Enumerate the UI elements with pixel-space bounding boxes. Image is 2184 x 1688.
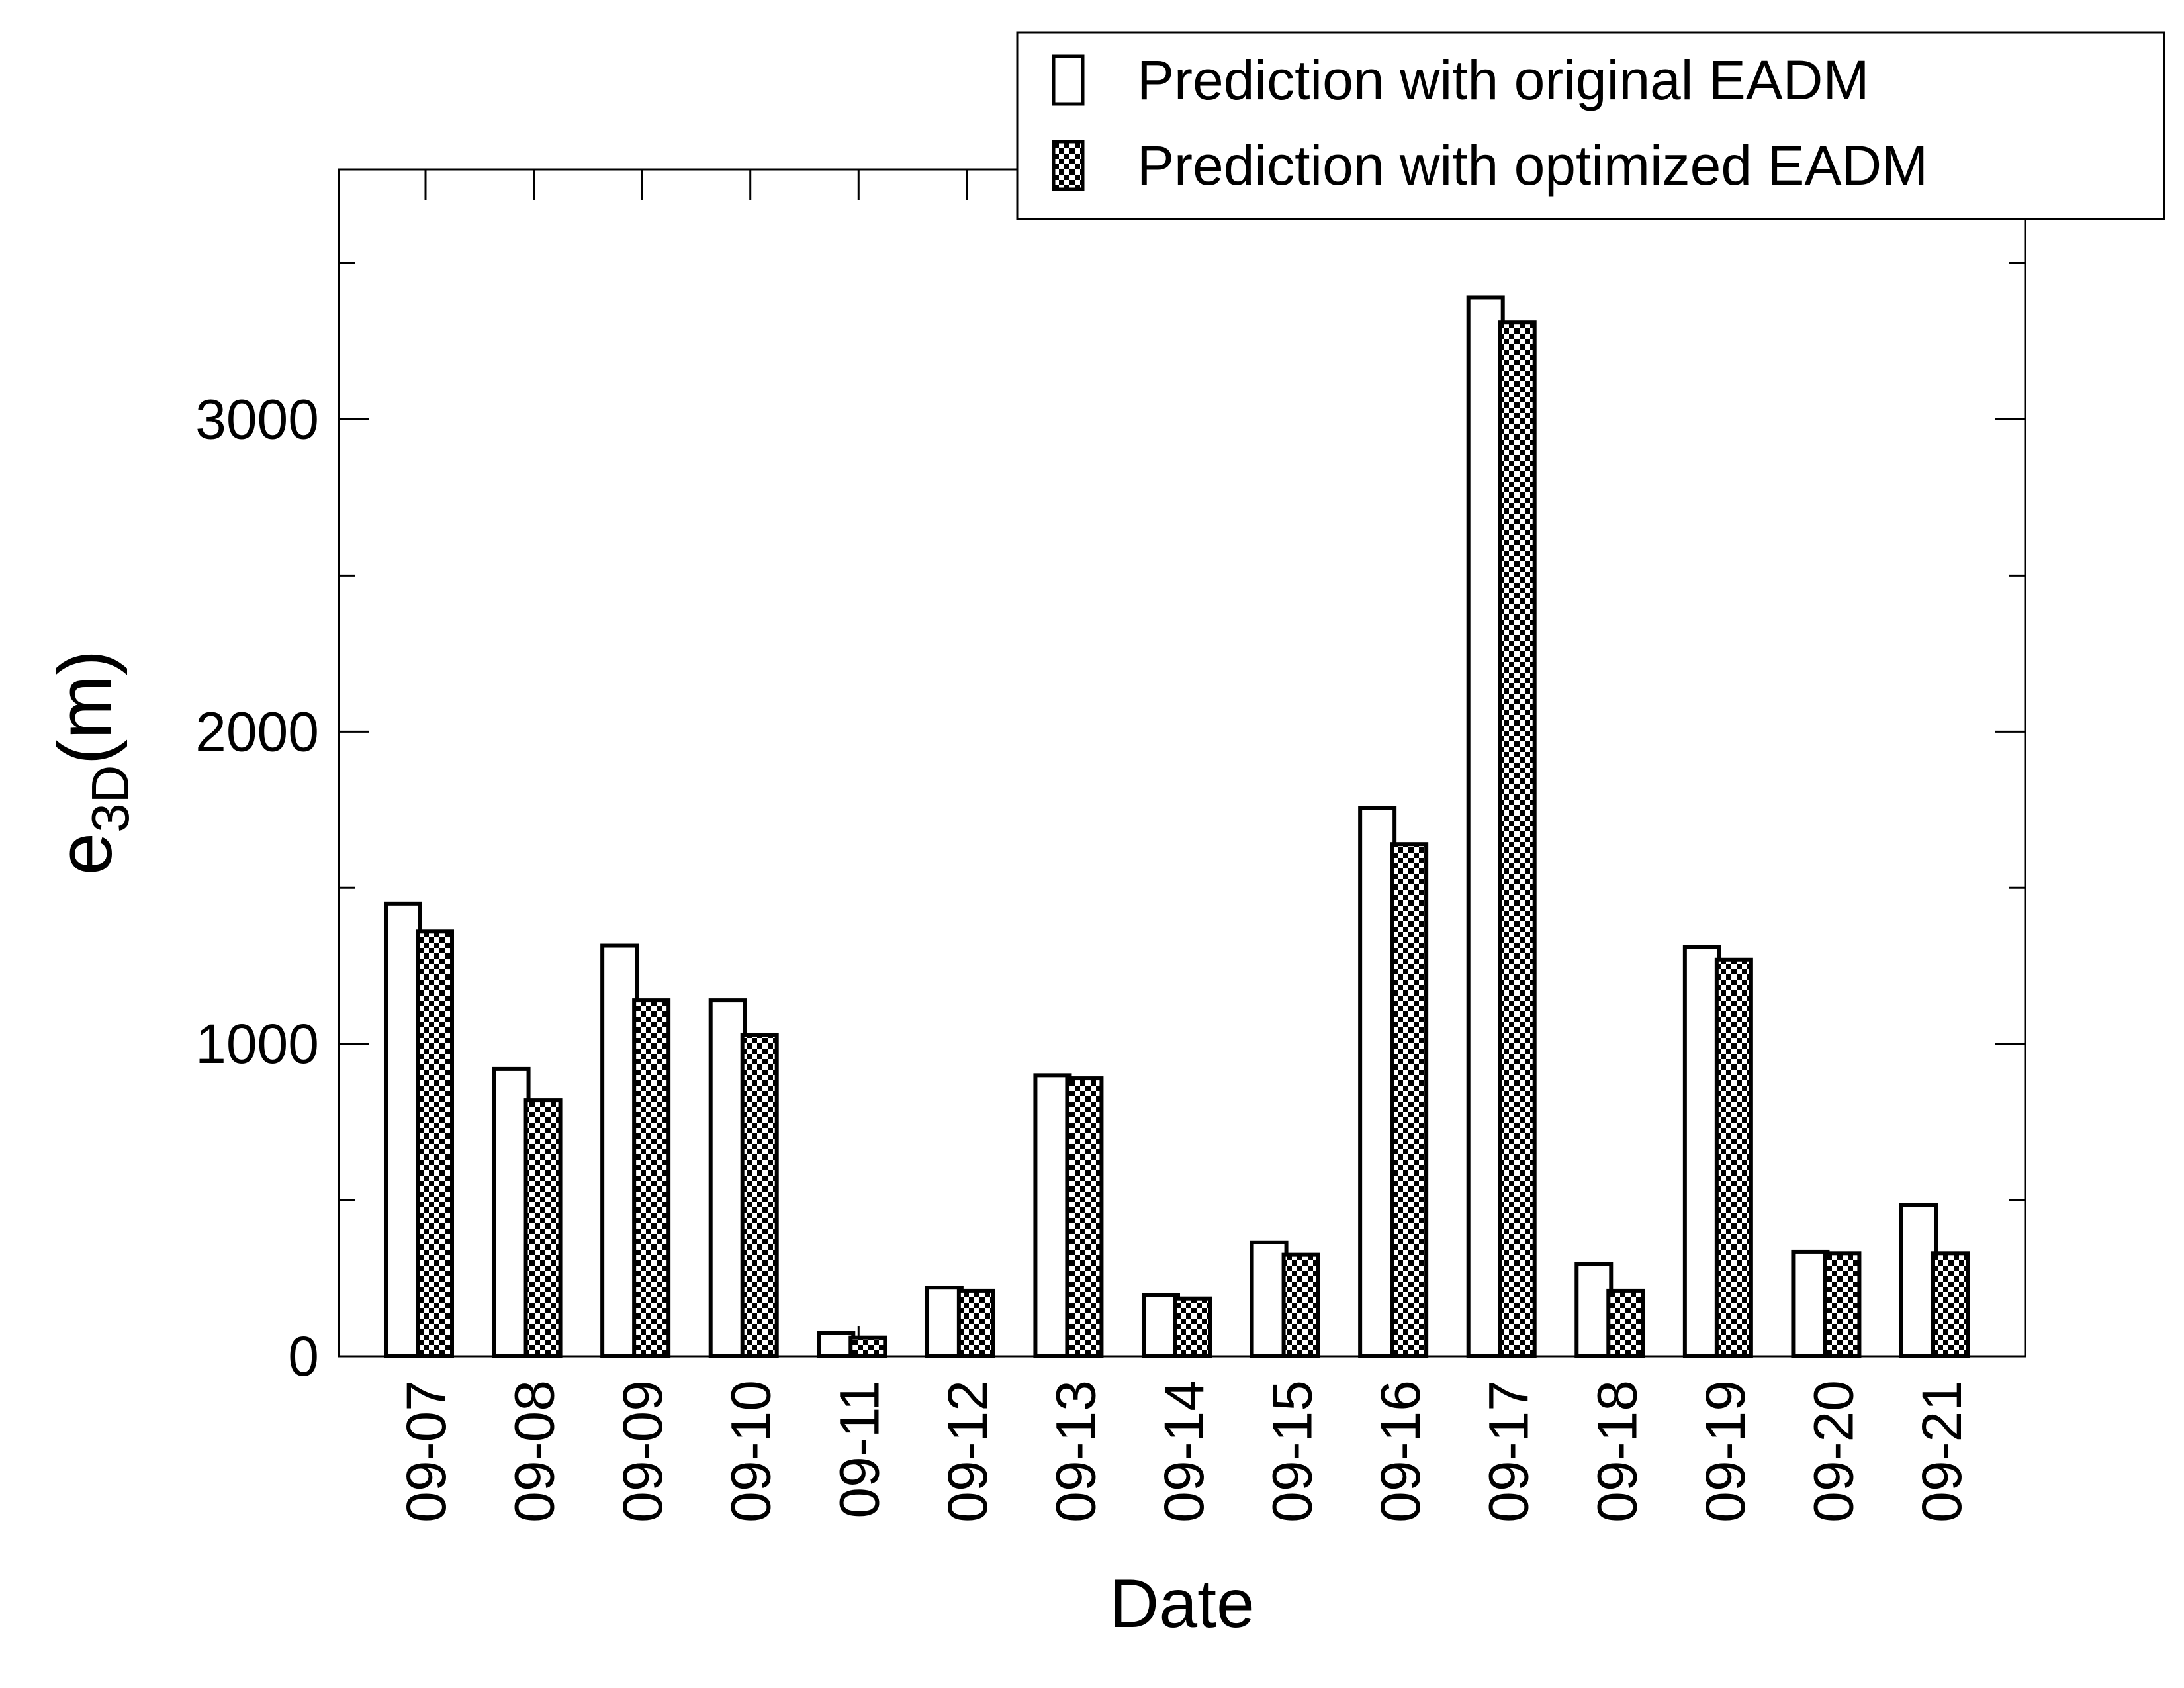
- y-tick-label: 3000: [195, 388, 319, 450]
- x-tick-label: 09-07: [395, 1380, 457, 1523]
- bar-original: [1033, 1073, 1072, 1359]
- bar-optimized: [1606, 1288, 1645, 1359]
- legend-box: [1016, 31, 2165, 220]
- x-tick-label: 09-20: [1802, 1380, 1864, 1523]
- plot-frame: [338, 168, 2026, 1358]
- x-tick-label: 09-18: [1586, 1380, 1648, 1523]
- legend: Prediction with original EADM Prediction…: [1016, 31, 2165, 220]
- bar-original: [1142, 1293, 1180, 1359]
- bar-original: [1682, 945, 1721, 1358]
- legend-swatch-original: [1052, 54, 1085, 106]
- y-axis-label-main: e: [42, 833, 128, 876]
- bar-original: [1574, 1262, 1614, 1358]
- bar-optimized: [523, 1098, 563, 1358]
- x-tick-label: 09-10: [720, 1380, 782, 1523]
- bar-original: [1250, 1240, 1289, 1358]
- x-tick-label: 09-13: [1044, 1380, 1107, 1523]
- x-tick-label: 09-14: [1153, 1380, 1215, 1523]
- bar-optimized: [1931, 1251, 1970, 1359]
- legend-label-optimized: Prediction with optimized EADM: [1137, 134, 1928, 197]
- bar-original: [817, 1331, 856, 1358]
- bar-original: [1358, 806, 1397, 1358]
- x-tick-label: 09-21: [1911, 1380, 1973, 1523]
- bar-original: [600, 943, 639, 1358]
- legend-swatch-optimized: [1052, 140, 1085, 191]
- y-axis-ticks: 0 1000 2000 3000: [195, 262, 2025, 1387]
- bar-original: [492, 1066, 531, 1358]
- x-axis-label: Date: [1109, 1566, 1255, 1642]
- y-tick-label: 1000: [195, 1013, 319, 1075]
- x-tick-label: 09-11: [828, 1380, 890, 1519]
- bar-optimized: [1173, 1296, 1212, 1359]
- y-tick-label: 2000: [195, 700, 319, 763]
- y-axis-label-suffix: (m): [42, 650, 128, 765]
- bar-optimized: [1281, 1252, 1320, 1359]
- y-axis-label-subscript: 3D: [81, 765, 140, 833]
- x-tick-label: 09-15: [1261, 1380, 1324, 1523]
- bar-original: [1466, 295, 1505, 1358]
- x-tick-label: 09-16: [1369, 1380, 1432, 1523]
- y-axis-label: e3D(m): [42, 650, 140, 876]
- bar-optimized: [632, 998, 671, 1358]
- x-axis-ticks: 09-07 09-08 09-09 09-10 09-11 09-12 09-13 09-14…: [395, 169, 1973, 1523]
- y-tick-label: 0: [288, 1325, 319, 1387]
- x-tick-label: 09-19: [1694, 1380, 1756, 1523]
- x-tick-label: 09-12: [936, 1380, 999, 1523]
- x-tick-label: 09-17: [1478, 1380, 1540, 1523]
- bar-optimized: [956, 1288, 995, 1359]
- bar-original: [925, 1286, 964, 1358]
- bar-optimized: [416, 929, 454, 1358]
- bar-optimized: [1390, 842, 1429, 1358]
- bar-original: [384, 901, 422, 1359]
- bar-original: [708, 998, 747, 1358]
- legend-label-original: Prediction with original EADM: [1137, 49, 1869, 111]
- bar-optimized: [1714, 957, 1753, 1358]
- bar-original: [1791, 1249, 1830, 1358]
- bar-optimized: [1823, 1251, 1862, 1359]
- x-tick-label: 09-08: [504, 1380, 566, 1523]
- bar-optimized: [1498, 320, 1537, 1358]
- bar-optimized: [848, 1335, 887, 1358]
- bar-optimized: [1065, 1076, 1104, 1359]
- bar-series-group: [384, 295, 1970, 1359]
- bar-original: [1899, 1203, 1938, 1359]
- x-tick-label: 09-09: [612, 1380, 674, 1523]
- bar-optimized: [740, 1033, 779, 1359]
